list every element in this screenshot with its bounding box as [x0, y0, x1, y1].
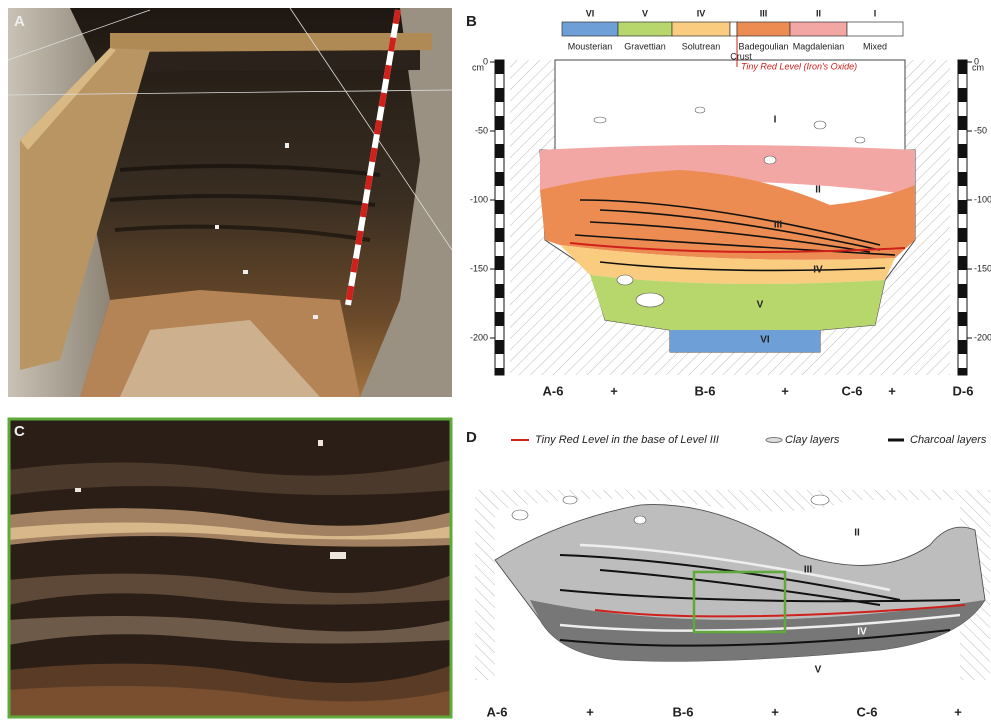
grid-label: B-6: [673, 704, 694, 719]
legend-text: Clay layers: [785, 434, 840, 446]
photo-c: [7, 417, 453, 719]
grid-label: +: [586, 704, 594, 719]
grid-label: A-6: [543, 383, 564, 398]
red-level-line: [569, 242, 906, 253]
depth-label: -200: [974, 332, 991, 342]
grid-label: +: [954, 704, 962, 719]
depth-label: -150: [974, 263, 991, 273]
layer-label: I: [774, 115, 777, 126]
layer-label: II: [815, 185, 821, 196]
legend-numeral: VI: [586, 8, 595, 18]
depth-label: -100: [974, 194, 991, 204]
legend-numeral: I: [874, 8, 877, 18]
grid-label: +: [610, 383, 618, 398]
legend-culture: Badegoulian: [738, 41, 788, 51]
depth-label: 0: [974, 56, 979, 66]
depth-label: 0: [483, 56, 488, 66]
legend-text: Tiny Red Level in the base of Level III: [535, 434, 719, 446]
legend-numeral: V: [642, 8, 648, 18]
depth-unit: cm: [472, 62, 484, 72]
grid-label: +: [781, 383, 789, 398]
layer-label: V: [757, 300, 764, 311]
legend-numeral: III: [760, 8, 768, 18]
legend-culture: Mousterian: [568, 41, 613, 51]
panel-label: B: [466, 13, 477, 30]
legend-swatch: [789, 21, 848, 37]
legend-text: Charcoal layers: [910, 434, 987, 446]
depth-label: -150: [470, 263, 488, 273]
layer-label: IV: [813, 265, 823, 276]
depth-label: -50: [475, 125, 488, 135]
charcoal-lines: [574, 199, 896, 272]
layer-vi: [670, 330, 820, 352]
grid-label: A-6: [487, 704, 508, 719]
layer-label: V: [815, 665, 822, 676]
legend-culture: Magdalenian: [793, 41, 845, 51]
legend-swatch: [736, 21, 791, 37]
depth-label: -50: [974, 125, 987, 135]
grid-label: D-6: [953, 383, 974, 398]
crust-label: Crust: [730, 51, 752, 61]
legend-swatch: [671, 21, 731, 37]
grid-label: B-6: [695, 383, 716, 398]
legend-numeral: II: [816, 8, 821, 18]
layer-label: IV: [857, 627, 867, 638]
grid-label: C-6: [842, 383, 863, 398]
layer-label: II: [854, 528, 860, 539]
depth-label: -200: [470, 332, 488, 342]
legend-swatch: [846, 21, 904, 37]
grid-label: +: [888, 383, 896, 398]
legend-numeral: IV: [697, 8, 706, 18]
layer-label: III: [774, 220, 783, 231]
panel-label: A: [14, 13, 25, 30]
layer-label: VI: [760, 335, 770, 346]
diagram-b: B Crust Tiny Red Level (Iron's Oxide) cm…: [466, 13, 984, 376]
legend-culture: Solutrean: [682, 41, 721, 51]
panel-label: D: [466, 429, 477, 446]
depth-label: -100: [470, 194, 488, 204]
layer-label: III: [804, 565, 813, 576]
legend-swatch: [617, 21, 673, 37]
legend-swatch: [561, 21, 619, 37]
grid-label: +: [771, 704, 779, 719]
grid-label: C-6: [857, 704, 878, 719]
crust-swatch: [729, 21, 738, 37]
layer-v: [590, 275, 885, 330]
diagram-d: D: [466, 429, 990, 680]
legend-culture: Gravettian: [624, 41, 666, 51]
depth-unit: cm: [972, 62, 984, 72]
panel-label: C: [14, 423, 25, 440]
layer-iv: [560, 245, 895, 284]
clasts: [593, 106, 866, 308]
photo-a: [7, 7, 453, 397]
red-level-label: Tiny Red Level (Iron's Oxide): [741, 61, 857, 71]
legend-culture: Mixed: [863, 41, 887, 51]
